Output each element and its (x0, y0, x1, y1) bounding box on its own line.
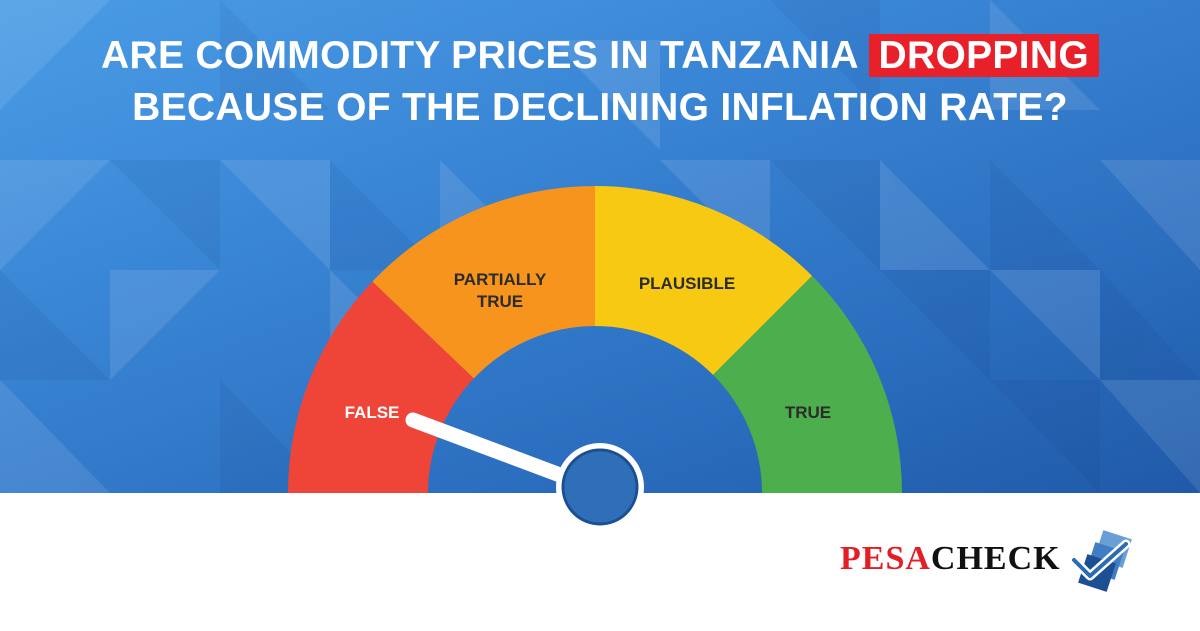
gauge-label-plausible: PLAUSIBLE (639, 274, 735, 293)
gauge-label-true: TRUE (785, 403, 831, 422)
gauge-label-false: FALSE (345, 403, 400, 422)
gauge-hub (561, 448, 639, 526)
pesacheck-logo: PESACHECK (840, 530, 1150, 600)
headline-line-1: ARE COMMODITY PRICES IN TANZANIA DROPPIN… (0, 30, 1200, 82)
gauge-segment-true (713, 275, 902, 493)
gauge-segment-false (288, 281, 474, 493)
gauge-label-true-partial: TRUE (477, 292, 523, 311)
logo-wordmark: PESACHECK (840, 540, 1061, 578)
checkmark-icon (1069, 530, 1132, 592)
gauge-segment-partially-true (372, 185, 595, 379)
headline-line-2: BECAUSE OF THE DECLINING INFLATION RATE? (132, 86, 1068, 129)
gauge-needle (405, 412, 576, 486)
headline: ARE COMMODITY PRICES IN TANZANIA DROPPIN… (0, 30, 1200, 134)
gauge-segment-plausible (595, 186, 813, 375)
logo-text-check: CHECK (930, 540, 1061, 577)
headline-text: ARE COMMODITY PRICES IN TANZANIA (101, 34, 869, 77)
gauge-label-partially: PARTIALLY (454, 270, 547, 289)
logo-text-pesa: PESA (840, 540, 931, 577)
headline-highlight: DROPPING (868, 34, 1099, 77)
